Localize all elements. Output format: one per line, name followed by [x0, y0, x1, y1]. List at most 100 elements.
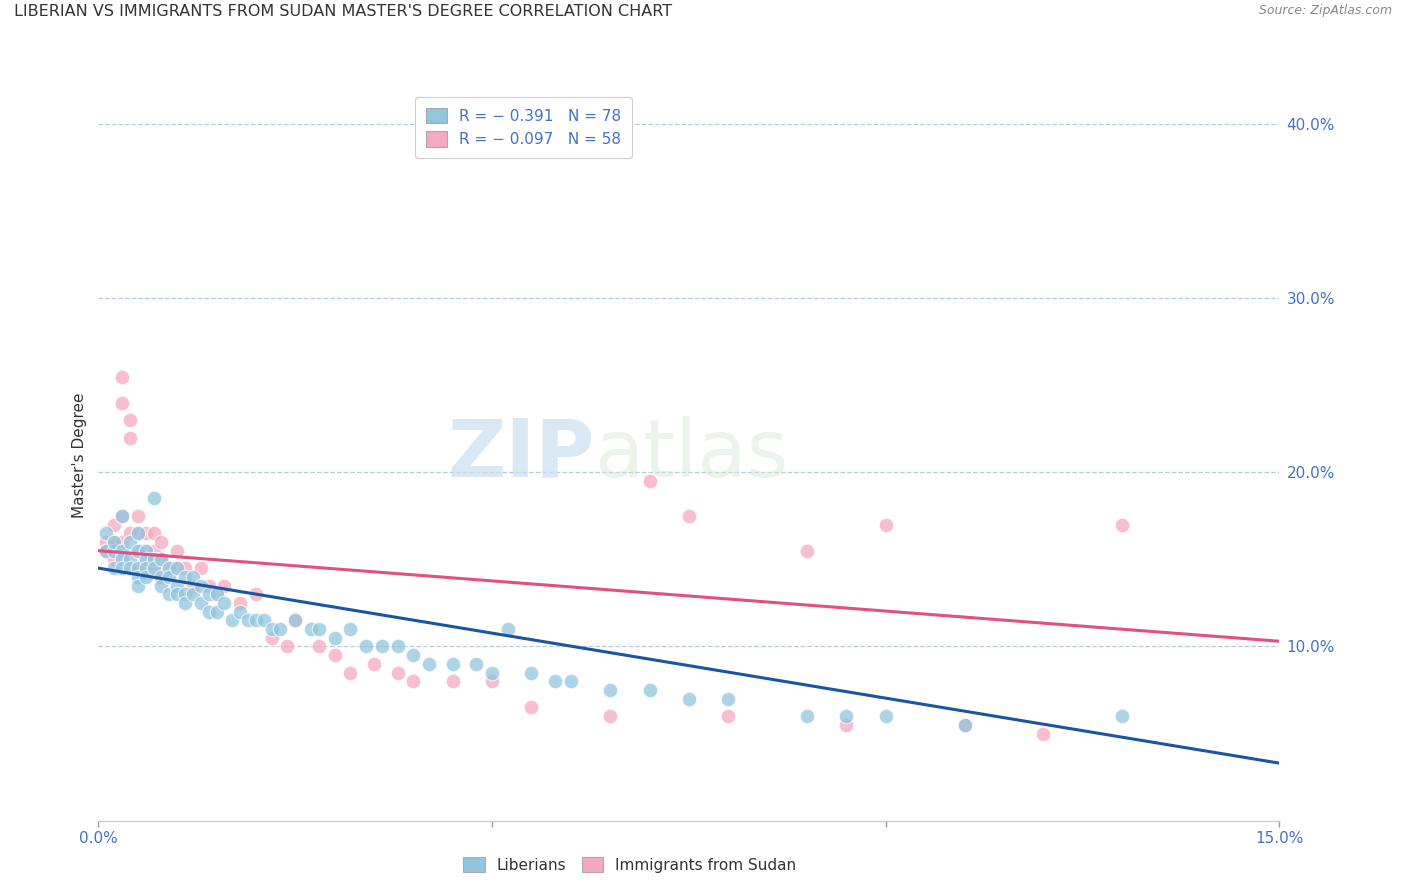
- Point: [111, 543, 134, 558]
- Point: [520, 700, 543, 714]
- Point: [103, 561, 125, 575]
- Point: [118, 413, 141, 427]
- Point: [103, 517, 125, 532]
- Point: [103, 535, 125, 549]
- Point: [599, 683, 621, 698]
- Point: [678, 508, 700, 523]
- Point: [135, 552, 157, 566]
- Point: [221, 613, 243, 627]
- Point: [1111, 517, 1133, 532]
- Point: [229, 605, 252, 619]
- Point: [111, 561, 134, 575]
- Point: [118, 561, 141, 575]
- Point: [387, 640, 409, 654]
- Point: [1111, 709, 1133, 723]
- Point: [142, 526, 165, 541]
- Point: [371, 640, 394, 654]
- Point: [441, 657, 464, 671]
- Point: [308, 622, 330, 636]
- Point: [127, 526, 149, 541]
- Point: [127, 543, 149, 558]
- Point: [103, 535, 125, 549]
- Point: [299, 622, 322, 636]
- Point: [96, 526, 118, 541]
- Point: [135, 543, 157, 558]
- Point: [150, 570, 173, 584]
- Point: [260, 631, 283, 645]
- Point: [875, 709, 897, 723]
- Point: [717, 691, 740, 706]
- Point: [245, 587, 267, 601]
- Point: [308, 640, 330, 654]
- Point: [181, 578, 204, 592]
- Point: [402, 674, 425, 689]
- Point: [197, 578, 219, 592]
- Point: [181, 587, 204, 601]
- Point: [157, 570, 180, 584]
- Point: [103, 543, 125, 558]
- Point: [796, 709, 818, 723]
- Point: [111, 535, 134, 549]
- Point: [441, 674, 464, 689]
- Point: [465, 657, 488, 671]
- Legend: Liberians, Immigrants from Sudan: Liberians, Immigrants from Sudan: [457, 851, 803, 879]
- Point: [717, 709, 740, 723]
- Point: [253, 613, 276, 627]
- Point: [1032, 726, 1054, 740]
- Y-axis label: Master's Degree: Master's Degree: [72, 392, 87, 517]
- Point: [118, 430, 141, 444]
- Point: [205, 587, 228, 601]
- Point: [103, 552, 125, 566]
- Point: [157, 561, 180, 575]
- Point: [236, 613, 259, 627]
- Point: [276, 640, 298, 654]
- Text: atlas: atlas: [595, 416, 789, 494]
- Point: [96, 535, 118, 549]
- Point: [387, 665, 409, 680]
- Point: [142, 491, 165, 506]
- Point: [135, 526, 157, 541]
- Point: [111, 395, 134, 409]
- Point: [323, 648, 346, 663]
- Point: [197, 605, 219, 619]
- Point: [166, 561, 188, 575]
- Point: [835, 718, 858, 732]
- Point: [214, 578, 236, 592]
- Point: [205, 587, 228, 601]
- Point: [157, 561, 180, 575]
- Point: [835, 709, 858, 723]
- Point: [363, 657, 385, 671]
- Text: Source: ZipAtlas.com: Source: ZipAtlas.com: [1258, 4, 1392, 18]
- Point: [127, 526, 149, 541]
- Text: LIBERIAN VS IMMIGRANTS FROM SUDAN MASTER'S DEGREE CORRELATION CHART: LIBERIAN VS IMMIGRANTS FROM SUDAN MASTER…: [14, 4, 672, 20]
- Point: [142, 561, 165, 575]
- Point: [481, 674, 503, 689]
- Point: [354, 640, 377, 654]
- Point: [96, 543, 118, 558]
- Point: [118, 535, 141, 549]
- Point: [520, 665, 543, 680]
- Point: [96, 543, 118, 558]
- Point: [118, 552, 141, 566]
- Point: [166, 543, 188, 558]
- Point: [157, 587, 180, 601]
- Point: [150, 570, 173, 584]
- Point: [245, 613, 267, 627]
- Point: [150, 552, 173, 566]
- Point: [481, 665, 503, 680]
- Point: [111, 369, 134, 384]
- Point: [150, 578, 173, 592]
- Point: [181, 570, 204, 584]
- Point: [418, 657, 440, 671]
- Point: [174, 570, 197, 584]
- Point: [135, 552, 157, 566]
- Point: [174, 596, 197, 610]
- Point: [127, 508, 149, 523]
- Point: [135, 570, 157, 584]
- Point: [197, 587, 219, 601]
- Point: [953, 718, 976, 732]
- Point: [127, 570, 149, 584]
- Point: [214, 596, 236, 610]
- Point: [402, 648, 425, 663]
- Point: [111, 552, 134, 566]
